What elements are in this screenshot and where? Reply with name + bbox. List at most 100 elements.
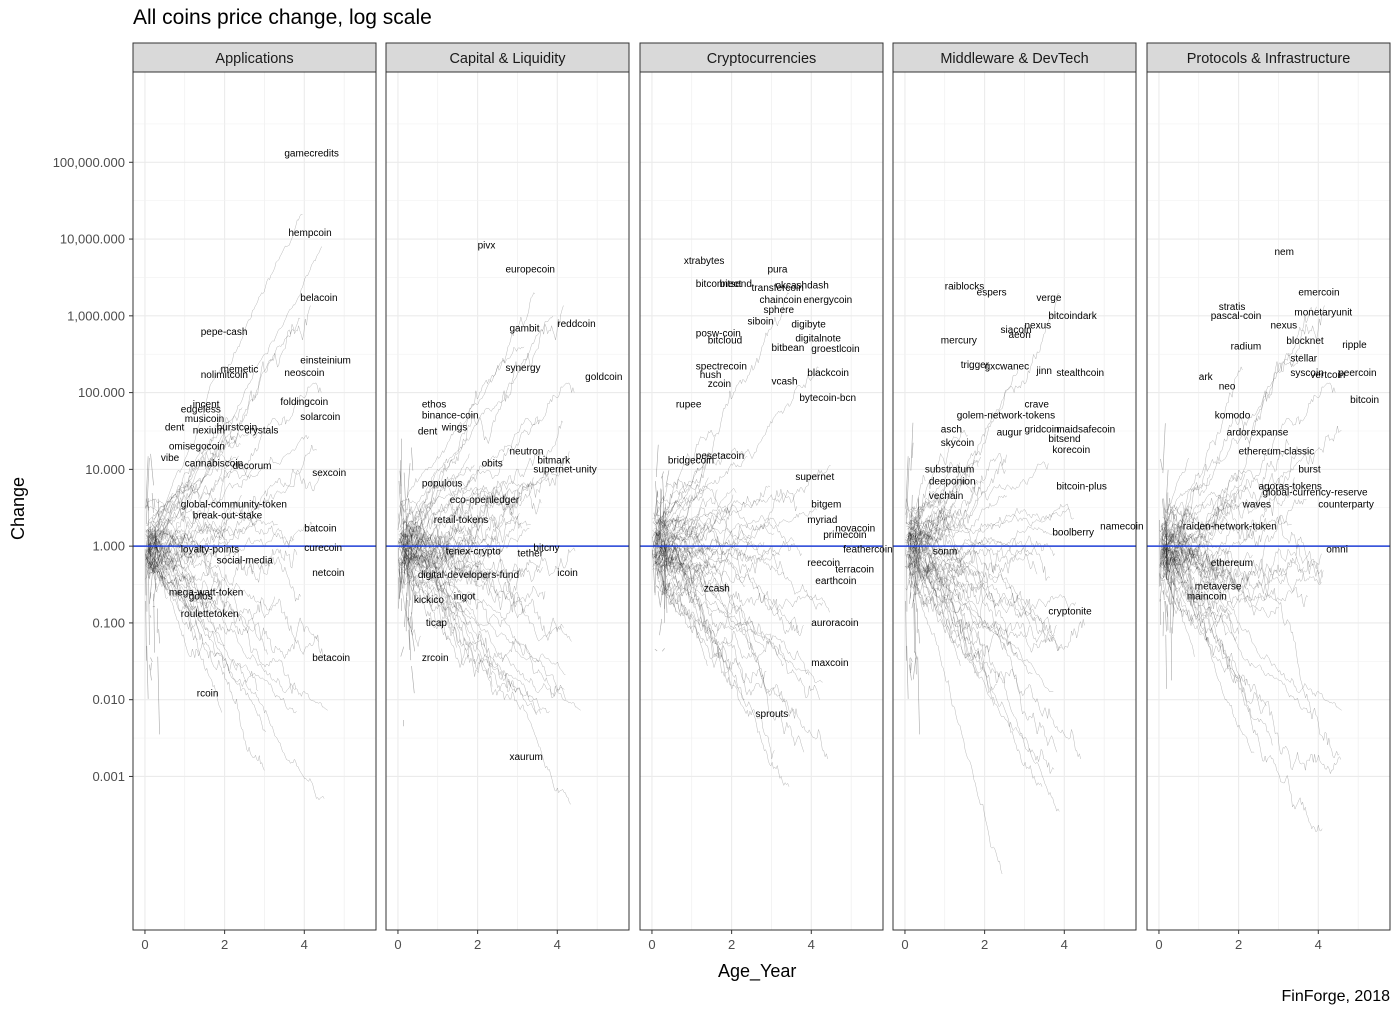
panel-border	[132, 71, 377, 931]
price-trace	[401, 451, 570, 567]
coin-label: bitbean	[771, 343, 804, 354]
coin-label: neoscoin	[284, 368, 324, 379]
price-trace	[653, 540, 684, 554]
price-trace	[663, 576, 666, 623]
price-trace	[1160, 545, 1214, 566]
coin-label: crave	[1024, 399, 1049, 410]
price-trace	[1160, 529, 1224, 578]
price-trace	[399, 552, 472, 623]
price-trace	[657, 507, 775, 540]
price-trace	[655, 561, 700, 604]
price-trace	[400, 492, 523, 544]
price-trace	[398, 532, 478, 583]
panel-border	[385, 71, 630, 931]
price-trace	[401, 480, 509, 559]
price-trace	[905, 461, 1049, 541]
price-trace	[656, 540, 765, 589]
coin-label: pura	[767, 265, 787, 276]
price-trace	[146, 508, 295, 564]
price-trace	[1162, 524, 1185, 551]
price-trace	[655, 487, 703, 523]
coin-label: bitmark	[537, 456, 571, 467]
coin-label: cryptonite	[1048, 607, 1092, 618]
price-trace	[1163, 548, 1177, 561]
price-trace	[148, 564, 150, 646]
price-trace	[654, 528, 803, 565]
price-trace	[657, 511, 830, 613]
price-trace	[151, 493, 154, 513]
coin-label: rupee	[676, 399, 702, 410]
price-trace	[908, 532, 1017, 657]
price-trace	[145, 545, 167, 568]
y-tick-label: 100,000.000	[53, 155, 125, 170]
coin-label: ardor	[1227, 428, 1251, 439]
coin-label: expanse	[1251, 428, 1289, 439]
coin-label: kickico	[414, 595, 444, 606]
price-trace	[665, 470, 670, 488]
price-trace	[145, 498, 150, 511]
coin-label: deeponion	[929, 476, 976, 487]
price-trace	[910, 519, 967, 591]
price-trace	[1167, 563, 1169, 571]
price-trace	[1162, 555, 1183, 592]
price-trace	[1164, 525, 1198, 569]
price-trace	[150, 657, 153, 662]
price-trace	[1160, 561, 1311, 714]
price-trace	[652, 553, 823, 684]
price-trace	[1158, 530, 1185, 546]
coin-label: bitcoin	[1350, 395, 1379, 406]
price-trace	[1163, 540, 1255, 754]
price-trace	[148, 547, 259, 692]
coin-label: bitcny	[533, 543, 559, 554]
coin-label: icoin	[557, 568, 578, 579]
price-trace	[1172, 600, 1174, 617]
price-trace	[662, 648, 665, 652]
price-trace	[909, 664, 912, 681]
price-trace	[400, 476, 475, 540]
coin-label: feathercoin	[843, 545, 892, 556]
coin-label: maidsafecoin	[1056, 425, 1115, 436]
price-trace	[909, 557, 922, 567]
price-trace	[906, 550, 1060, 812]
price-trace	[153, 593, 155, 653]
price-trace	[149, 432, 259, 536]
price-trace	[1163, 354, 1302, 526]
coin-label: wings	[441, 423, 468, 434]
price-trace	[1162, 423, 1166, 474]
price-trace	[146, 549, 167, 567]
price-trace	[655, 585, 659, 589]
price-trace	[657, 543, 674, 557]
price-trace	[146, 407, 243, 527]
coin-label: bytecoin-bcn	[799, 393, 856, 404]
price-trace	[153, 550, 157, 589]
coin-label: betacoin	[312, 653, 350, 664]
facet-strip-label: Cryptocurrencies	[707, 51, 817, 67]
coin-label: musicoin	[185, 414, 224, 425]
price-trace	[148, 535, 187, 572]
price-trace	[401, 535, 440, 572]
price-trace	[399, 525, 522, 581]
price-trace	[1165, 469, 1169, 513]
price-trace	[651, 429, 716, 556]
price-trace	[911, 527, 914, 531]
panel-background	[893, 72, 1136, 930]
price-trace	[400, 536, 469, 646]
price-trace	[1162, 537, 1323, 832]
price-trace	[144, 549, 147, 596]
coin-label: global-community-token	[181, 499, 287, 510]
price-trace	[905, 503, 1075, 559]
price-trace	[663, 549, 666, 586]
price-trace	[1158, 543, 1323, 609]
price-trace	[151, 527, 154, 531]
price-traces	[397, 292, 581, 805]
price-trace	[402, 548, 416, 561]
price-trace	[910, 542, 922, 561]
coin-label: tenex-crypto	[446, 547, 501, 558]
price-trace	[1162, 425, 1342, 579]
price-trace	[909, 293, 1060, 563]
price-trace	[1162, 515, 1231, 548]
price-trace	[145, 522, 180, 560]
price-trace	[403, 472, 407, 522]
price-trace	[1163, 510, 1176, 531]
